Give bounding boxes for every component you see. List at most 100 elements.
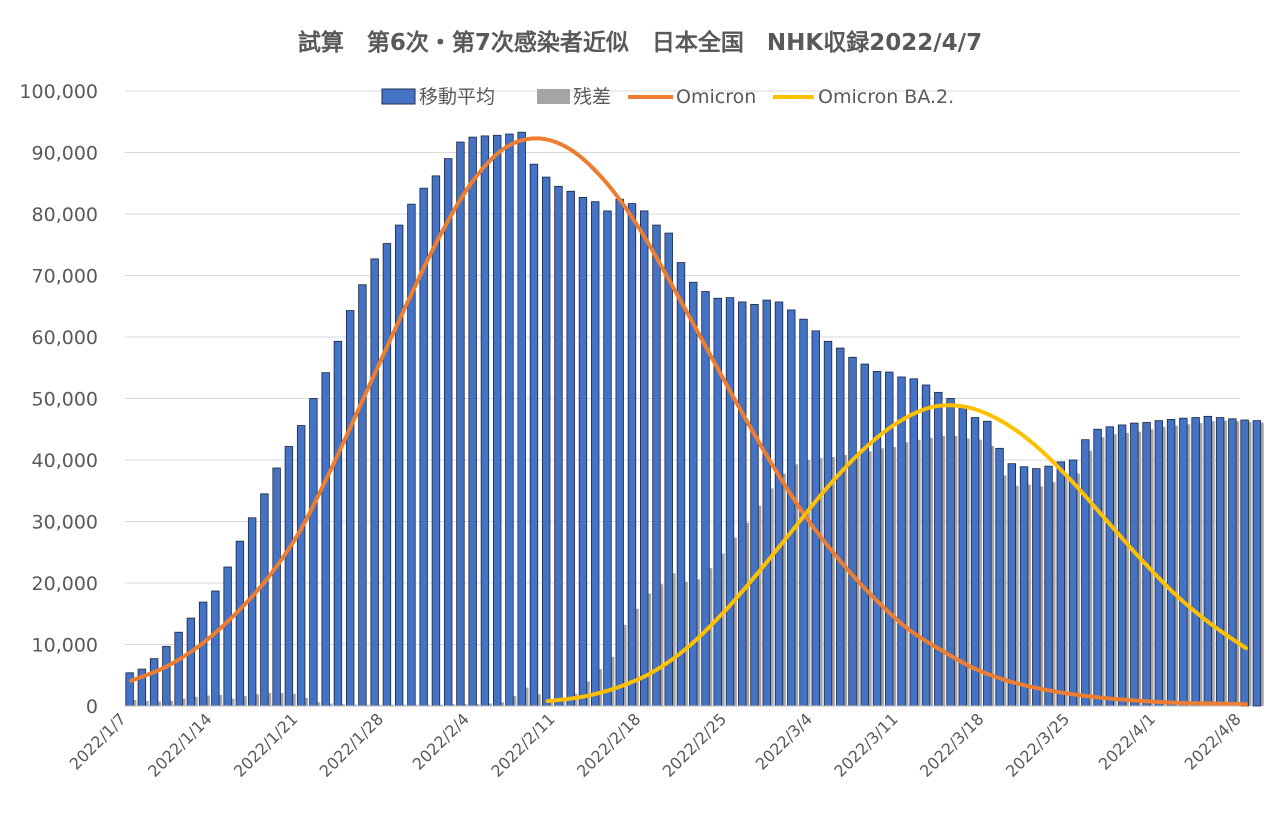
x-axis-ticks: 2022/1/7 2022/1/14 2022/1/21 2022/1/28 2022/… bbox=[66, 709, 1245, 780]
moving-average-bar bbox=[725, 297, 735, 707]
x-tick-label: 2022/1/28 bbox=[316, 709, 387, 780]
moving-average-bar bbox=[309, 398, 318, 707]
moving-average-bar bbox=[431, 175, 441, 707]
moving-average-bar bbox=[1044, 465, 1053, 707]
y-tick-label: 60,000 bbox=[32, 327, 98, 349]
x-tick-label: 2022/3/25 bbox=[1002, 709, 1073, 780]
moving-average-bar bbox=[542, 176, 551, 707]
moving-average-bar bbox=[738, 301, 747, 707]
moving-average-bar bbox=[676, 262, 686, 707]
moving-average-bar bbox=[787, 309, 796, 707]
moving-average-bar bbox=[1019, 466, 1029, 707]
moving-average-bar bbox=[162, 645, 171, 707]
moving-average-bar bbox=[652, 224, 661, 707]
moving-average-bar bbox=[505, 133, 514, 707]
moving-average-bar bbox=[186, 617, 196, 707]
moving-average-bar bbox=[1191, 417, 1200, 707]
moving-average-bar bbox=[235, 540, 245, 707]
moving-average-bar bbox=[333, 340, 343, 707]
moving-average-bar bbox=[358, 284, 367, 707]
x-tick-label: 2022/2/25 bbox=[659, 709, 730, 780]
omicron-ba2-line bbox=[545, 403, 1249, 704]
moving-average-bar bbox=[627, 203, 637, 707]
y-tick-label: 80,000 bbox=[32, 204, 98, 226]
moving-average-bar bbox=[578, 196, 588, 707]
moving-average-bar bbox=[566, 190, 575, 707]
moving-average-bar bbox=[836, 347, 845, 707]
moving-average-bar bbox=[811, 330, 820, 707]
x-tick-label: 2022/1/14 bbox=[144, 709, 215, 780]
moving-average-bar bbox=[247, 517, 257, 707]
moving-average-bar bbox=[296, 425, 306, 707]
moving-average-bar bbox=[443, 158, 453, 707]
moving-average-bar bbox=[946, 398, 955, 707]
moving-average-bar bbox=[480, 135, 490, 707]
moving-average-bar bbox=[1056, 461, 1066, 707]
moving-average-bar bbox=[223, 566, 232, 707]
x-tick-label: 2022/4/8 bbox=[1181, 709, 1245, 773]
moving-average-bar bbox=[664, 232, 673, 707]
moving-average-bar bbox=[456, 141, 465, 707]
moving-average-bar bbox=[345, 310, 355, 707]
moving-average-bar bbox=[848, 356, 857, 707]
legend-label-omicron: Omicron bbox=[676, 86, 756, 108]
moving-average-bar bbox=[125, 672, 134, 707]
x-tick-label: 2022/2/18 bbox=[573, 709, 644, 780]
moving-average-bar bbox=[492, 134, 502, 707]
moving-average-bars bbox=[125, 131, 1262, 707]
moving-average-bar bbox=[1252, 420, 1262, 707]
moving-average-bar bbox=[1007, 463, 1017, 707]
moving-average-bar bbox=[591, 201, 600, 707]
moving-average-bar bbox=[149, 658, 159, 707]
moving-average-bar bbox=[272, 467, 281, 707]
moving-average-bar bbox=[1105, 426, 1115, 707]
moving-average-bar bbox=[762, 299, 771, 707]
moving-average-bar bbox=[211, 590, 220, 707]
moving-average-bar bbox=[1130, 422, 1139, 707]
x-tick-label: 2022/3/4 bbox=[752, 709, 816, 773]
moving-average-bar bbox=[1154, 420, 1164, 707]
moving-average-bar bbox=[174, 631, 183, 707]
moving-average-bar bbox=[554, 185, 563, 707]
moving-average-bar bbox=[909, 378, 918, 707]
moving-average-bar bbox=[995, 447, 1004, 707]
moving-average-bar bbox=[382, 243, 392, 707]
moving-average-bar bbox=[823, 340, 833, 707]
x-tick-label: 2022/1/7 bbox=[66, 709, 130, 773]
moving-average-bar bbox=[284, 446, 294, 707]
moving-average-bar bbox=[860, 363, 869, 707]
moving-average-bar bbox=[640, 210, 649, 707]
moving-average-bar bbox=[260, 493, 269, 707]
moving-average-bar bbox=[1166, 419, 1176, 707]
x-tick-label: 2022/3/18 bbox=[916, 709, 987, 780]
moving-average-bar bbox=[750, 304, 759, 707]
y-tick-label: 10,000 bbox=[32, 635, 98, 657]
moving-average-bar bbox=[983, 420, 992, 707]
moving-average-bar bbox=[529, 163, 539, 707]
omicron-line bbox=[129, 136, 1249, 707]
moving-average-bar bbox=[1240, 419, 1249, 707]
moving-average-bar bbox=[198, 601, 208, 707]
y-tick-label: 100,000 bbox=[19, 81, 98, 103]
moving-average-bar bbox=[1068, 459, 1078, 707]
moving-average-bar bbox=[897, 376, 906, 707]
legend-swatch-moving-average bbox=[381, 88, 416, 105]
y-tick-label: 30,000 bbox=[32, 512, 98, 534]
moving-average-bar bbox=[970, 417, 980, 707]
legend-swatch-residual bbox=[537, 89, 570, 104]
y-tick-label: 20,000 bbox=[32, 573, 98, 595]
moving-average-bar bbox=[774, 301, 784, 707]
chart-title: 試算 第6次・第7次感染者近似 日本全国 NHK収録2022/4/7 bbox=[298, 29, 982, 56]
moving-average-bar bbox=[615, 198, 624, 707]
moving-average-bar bbox=[1228, 418, 1237, 707]
curve-lines bbox=[129, 136, 1249, 707]
moving-average-bar bbox=[1081, 439, 1090, 707]
x-tick-label: 2022/2/4 bbox=[409, 709, 473, 773]
moving-average-bar bbox=[370, 258, 379, 707]
y-tick-label: 0 bbox=[86, 696, 98, 718]
moving-average-bar bbox=[394, 224, 404, 707]
x-tick-label: 2022/4/1 bbox=[1095, 709, 1159, 773]
moving-average-bar bbox=[921, 384, 931, 707]
x-tick-label: 2022/1/21 bbox=[230, 709, 301, 780]
